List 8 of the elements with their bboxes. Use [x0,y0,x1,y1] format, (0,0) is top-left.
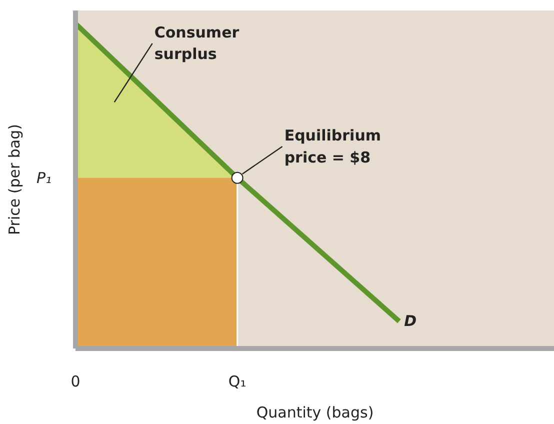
x-tick-label: 0 [70,372,80,390]
text: P₁ [36,168,52,187]
x-tick-label: Q₁ [228,372,246,390]
series-label: D [404,312,417,330]
x-axis-title: Quantity (bags) [256,404,374,422]
annotation: Equilibrium price = $8 [284,126,382,166]
annotation: Consumer surplus [154,24,240,64]
y-axis-title: Price (per bag) [5,124,24,235]
